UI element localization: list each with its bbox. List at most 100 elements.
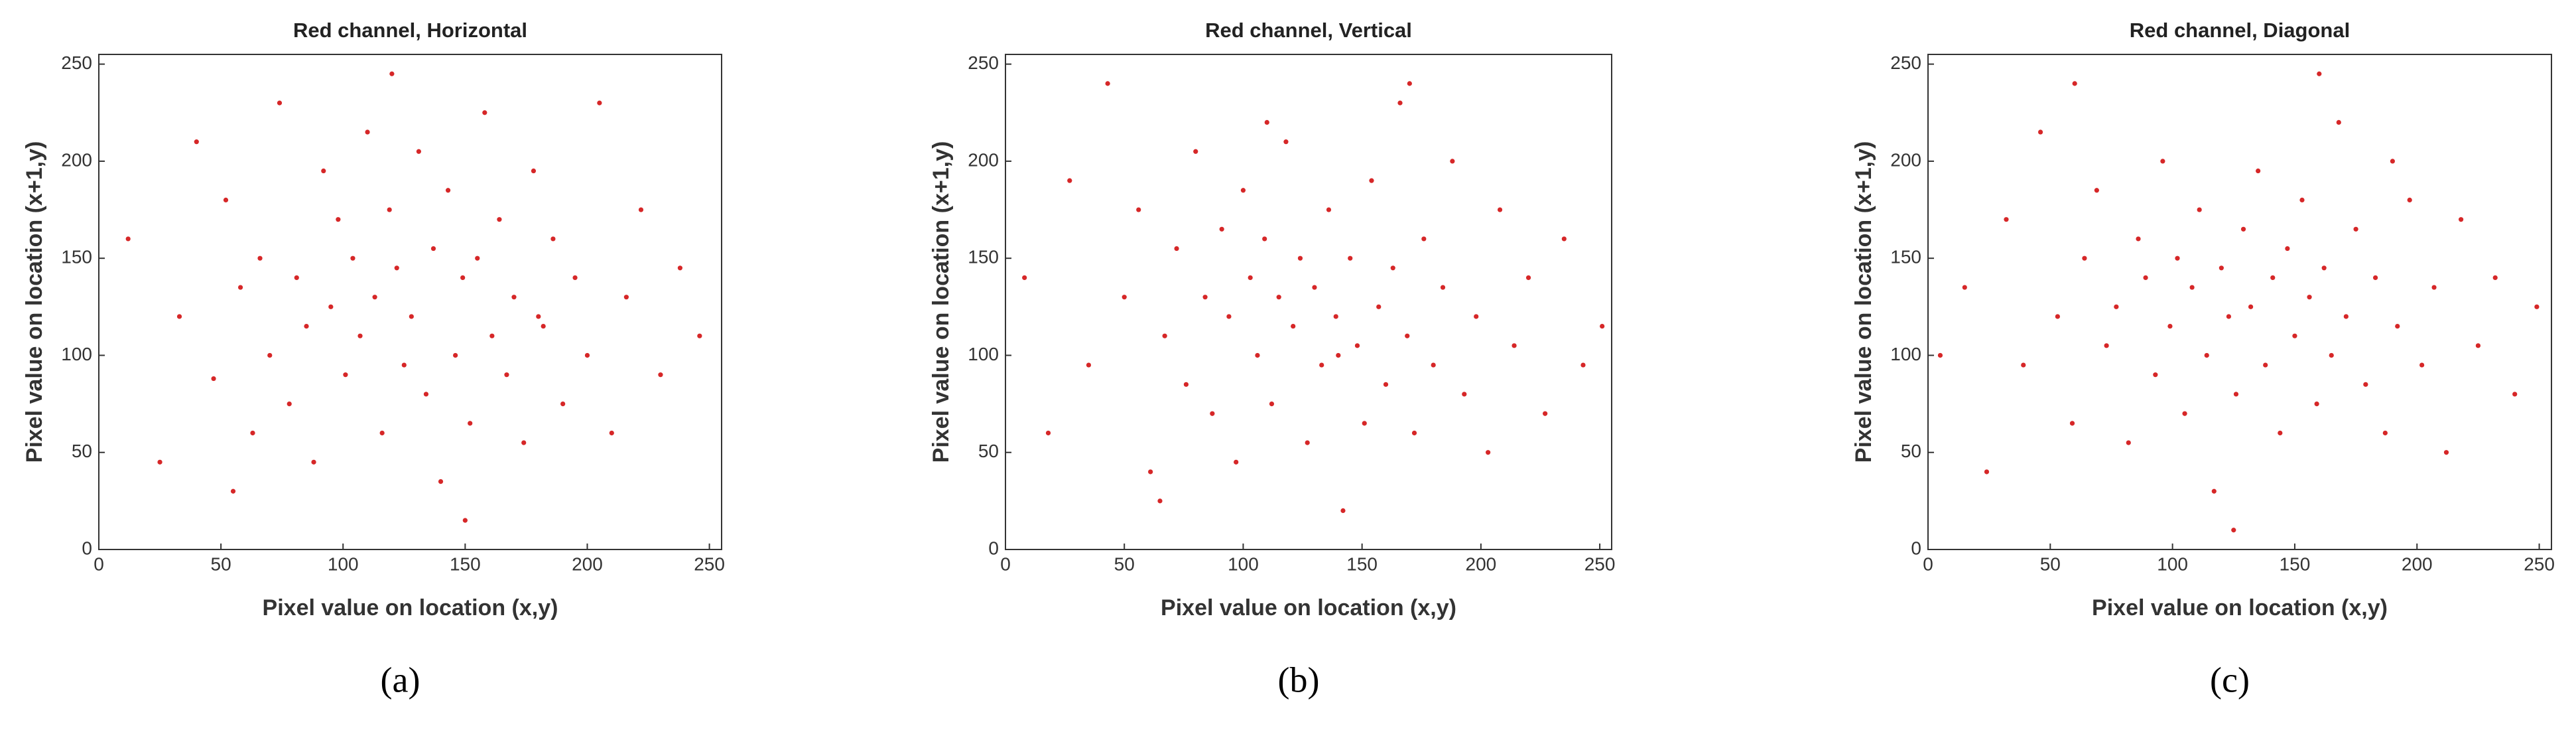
point — [2219, 265, 2224, 271]
point — [2353, 226, 2358, 232]
point — [2263, 362, 2268, 368]
y-tick-label: 50 — [1901, 441, 1921, 461]
point — [416, 149, 421, 154]
y-tick-label: 150 — [968, 247, 999, 267]
point — [2197, 207, 2202, 212]
point — [1580, 362, 1586, 368]
point — [2094, 188, 2099, 193]
x-tick-label: 50 — [1114, 553, 1135, 574]
point — [2021, 362, 2026, 368]
plot-frame — [98, 54, 722, 550]
y-tick-label: 200 — [61, 149, 92, 170]
point — [250, 430, 255, 436]
point — [1984, 469, 1990, 475]
x-tick-label: 50 — [211, 553, 231, 574]
point — [257, 256, 263, 261]
point — [2317, 71, 2322, 76]
point — [1122, 295, 1127, 300]
point — [2363, 382, 2368, 387]
point — [1369, 178, 1374, 183]
point — [2431, 285, 2437, 290]
y-tick-label: 0 — [988, 538, 999, 558]
point — [2321, 265, 2327, 271]
x-tick-label: 150 — [2280, 553, 2311, 574]
point — [1219, 226, 1224, 232]
point — [372, 295, 377, 300]
y-tick-label: 100 — [1890, 344, 1921, 364]
point — [2292, 333, 2297, 338]
point — [1561, 236, 1567, 242]
point — [453, 352, 458, 358]
point — [1354, 343, 1360, 348]
chart: 0 50 100 150 200 250 0 50 100 150 200 250 Red channe… — [1851, 19, 2555, 699]
point — [1336, 352, 1341, 358]
point — [1305, 440, 1310, 445]
chart: 0 50 100 150 200 250 0 50 100 150 200 250 Red channe… — [929, 19, 1615, 699]
point — [237, 285, 243, 290]
point — [475, 256, 480, 261]
point — [460, 275, 466, 281]
point — [597, 100, 602, 106]
point — [2512, 392, 2518, 397]
y-axis-label: Pixel value on location (x+1,y) — [1851, 141, 1876, 463]
point — [2395, 323, 2400, 329]
point — [623, 295, 629, 300]
point — [1291, 323, 1296, 329]
point — [2492, 275, 2498, 281]
point — [1397, 100, 1403, 106]
point — [343, 372, 348, 378]
point — [1226, 314, 1232, 319]
point — [321, 168, 326, 174]
point — [350, 256, 355, 261]
point — [1600, 323, 1605, 329]
y-tick-label: 200 — [968, 149, 999, 170]
point — [2069, 421, 2075, 426]
y-axis-label: Pixel value on location (x+1,y) — [929, 141, 954, 463]
point — [1407, 81, 1412, 86]
x-tick-label: 0 — [94, 553, 104, 574]
point — [2285, 246, 2290, 252]
y-tick-label: 200 — [1890, 149, 1921, 170]
x-tick-label: 50 — [2040, 553, 2061, 574]
point — [1269, 401, 1275, 407]
point — [2233, 392, 2239, 397]
point — [677, 265, 682, 271]
point — [1450, 159, 1455, 164]
point — [638, 207, 644, 212]
point — [1376, 304, 1382, 309]
point — [462, 518, 468, 523]
point — [572, 275, 578, 281]
point — [125, 236, 131, 242]
x-tick-label: 0 — [1000, 553, 1011, 574]
point — [1045, 430, 1051, 436]
y-tick-label: 50 — [72, 441, 92, 461]
point — [482, 110, 487, 115]
point — [1333, 314, 1338, 319]
point — [1962, 285, 1967, 290]
point — [365, 129, 370, 135]
point — [387, 207, 392, 212]
point — [357, 333, 363, 338]
point — [211, 376, 216, 382]
point — [445, 188, 451, 193]
point — [1157, 498, 1163, 504]
y-axis-label: Pixel value on location (x+1,y) — [22, 141, 47, 463]
point — [311, 459, 316, 465]
point — [2270, 275, 2276, 281]
caption: (b) — [1278, 660, 1320, 699]
plot-frame — [1927, 54, 2552, 550]
y-tick-label: 150 — [61, 247, 92, 267]
point — [1248, 275, 1253, 281]
point — [2055, 314, 2060, 319]
point — [328, 304, 334, 309]
x-axis-label: Pixel value on location (x,y) — [2092, 595, 2388, 620]
point — [1312, 285, 1317, 290]
point — [2534, 304, 2540, 309]
point — [2126, 440, 2131, 445]
point — [438, 479, 444, 484]
point — [609, 430, 614, 436]
point — [1162, 333, 1167, 338]
point — [2443, 450, 2449, 455]
point — [1174, 246, 1179, 252]
